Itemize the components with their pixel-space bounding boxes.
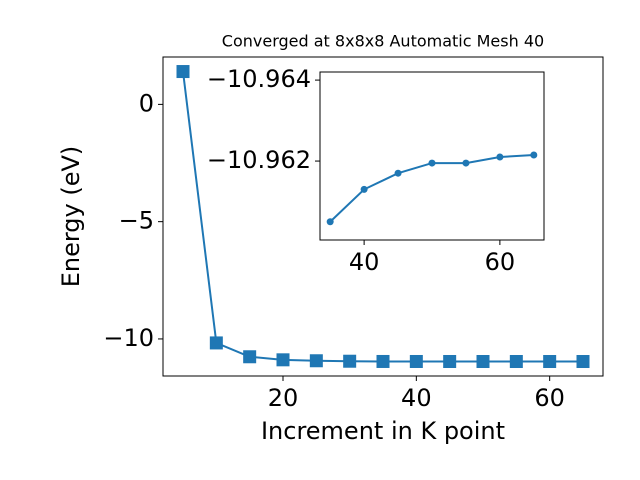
marker [176,65,190,79]
y-axis-label: Energy (eV) [57,146,85,288]
x-axis-label: Increment in K point [261,417,505,445]
y-tick-label: −5 [119,207,154,235]
marker [530,151,538,159]
axes-frame [319,71,545,241]
x-tick-label: 20 [268,384,299,412]
x-tick-label: 40 [401,384,432,412]
marker [428,159,436,167]
marker [496,153,504,161]
y-tick-label: −10 [103,324,154,352]
marker [309,354,323,368]
marker [409,354,423,368]
axes-frame [162,56,604,377]
x-tick-label: 40 [349,248,380,276]
marker [462,159,470,167]
marker [209,336,223,350]
x-tick-label: 60 [485,248,516,276]
marker [276,353,290,367]
marker [343,354,357,368]
chart-title: Converged at 8x8x8 Automatic Mesh 40 [222,32,544,51]
marker [543,355,557,369]
x-tick-label: 60 [534,384,565,412]
marker [476,355,490,369]
marker [376,354,390,368]
marker [509,355,523,369]
y-tick-label: −10.964 [207,65,311,93]
marker [443,354,457,368]
marker [576,355,590,369]
marker [394,169,402,177]
marker [360,185,368,193]
marker [243,350,257,364]
y-tick-label: −10.962 [207,146,311,174]
y-tick-label: 0 [139,89,154,117]
marker [326,218,334,226]
